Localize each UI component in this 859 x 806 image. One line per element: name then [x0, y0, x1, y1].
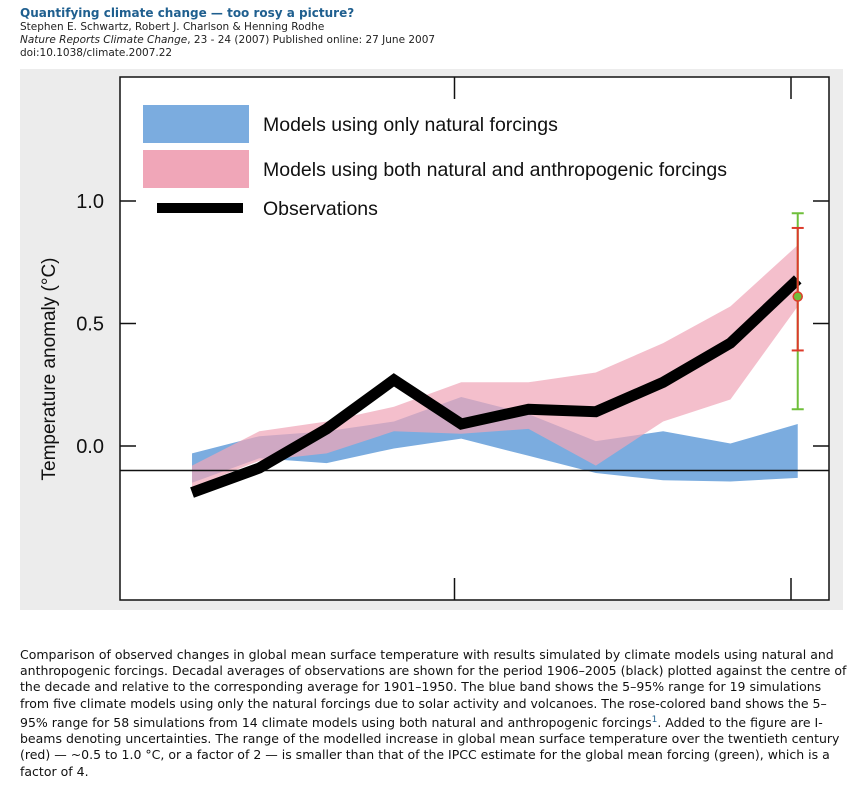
citation-details: , 23 - 24 (2007) Published online: 27 Ju… — [187, 34, 436, 46]
article-citation: Nature Reports Climate Change, 23 - 24 (… — [20, 34, 840, 47]
error-bars — [791, 212, 804, 411]
y-axis-label: Temperature anomaly (°C) — [39, 257, 60, 480]
legend-natural-swatch — [143, 105, 249, 143]
y-tick-label: 0.5 — [76, 314, 104, 336]
caption-text: Comparison of observed changes in global… — [20, 647, 847, 730]
article-doi: doi:10.1038/climate.2007.22 — [20, 47, 173, 59]
y-tick-label: 0.0 — [76, 436, 104, 458]
figure-caption: Comparison of observed changes in global… — [20, 647, 850, 780]
model-bands — [192, 245, 798, 488]
caption-text-continued: . Added to the figure are I-beams denoti… — [20, 714, 840, 779]
journal-name: Nature Reports Climate Change — [20, 34, 188, 46]
ibeam-center-marker — [792, 291, 803, 302]
article-authors: Stephen E. Schwartz, Robert J. Charlson … — [20, 21, 325, 33]
axes-ticks: 0.0 0.5 1.0 1900 1950 2000 — [76, 77, 829, 610]
natural-forcing-band — [192, 397, 798, 483]
observations-line — [190, 275, 802, 498]
legend-observations-label: Observations — [263, 198, 378, 220]
figure-panel: 0.0 0.5 1.0 1900 1950 2000 Models using only … — [20, 69, 843, 610]
article-header: Quantifying climate change — too rosy a … — [20, 5, 840, 60]
legend-observations-swatch — [157, 203, 243, 213]
y-tick-label: 1.0 — [76, 191, 104, 213]
legend-natural-label: Models using only natural forcings — [263, 114, 558, 136]
x-tick-label: 2000 — [769, 609, 814, 610]
article-title[interactable]: Quantifying climate change — too rosy a … — [20, 6, 355, 20]
x-tick-label: 1950 — [432, 609, 477, 610]
caption-footnote-link[interactable]: 1 — [651, 714, 658, 725]
temperature-chart: 0.0 0.5 1.0 1900 1950 2000 Models using only … — [39, 76, 830, 610]
legend-combined-label: Models using both natural and anthropoge… — [263, 159, 727, 181]
x-tick-label: 1900 — [96, 609, 141, 610]
legend-combined-swatch — [143, 150, 249, 188]
combined-forcing-band — [192, 245, 798, 488]
legend: Models using only natural forcings Models… — [143, 105, 727, 220]
